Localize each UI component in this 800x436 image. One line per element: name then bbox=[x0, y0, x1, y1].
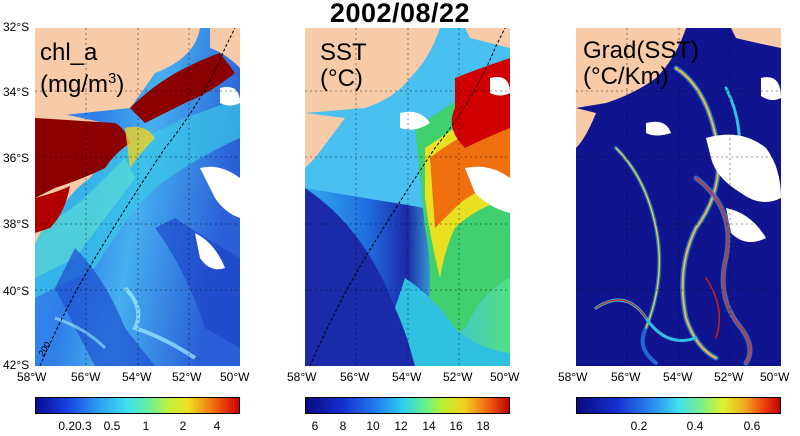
chl-unit-close: ) bbox=[116, 71, 125, 98]
p3-lon-56: 56°W bbox=[611, 370, 641, 384]
lat-tick-32: 32°S bbox=[3, 20, 30, 34]
p1-lon-52: 52°W bbox=[172, 370, 202, 384]
lat-tick-34: 34°S bbox=[3, 85, 30, 99]
grad-label-line2: (°C/Km) bbox=[583, 63, 669, 90]
grad-cb-tick-04: 0.4 bbox=[686, 419, 704, 433]
p1-lon-58: 58°W bbox=[17, 370, 47, 384]
lat-tick-42: 42°S bbox=[3, 358, 30, 372]
p2-lon-56: 56°W bbox=[340, 370, 370, 384]
p2-lon-58: 58°W bbox=[287, 370, 317, 384]
lat-tick-38: 38°S bbox=[3, 217, 30, 231]
sst-cb-tick-16: 16 bbox=[449, 419, 463, 433]
p3-lon-50: 50°W bbox=[760, 370, 790, 384]
chl-label: chl_a (mg/m3) bbox=[40, 40, 124, 98]
sst-cb-tick-14: 14 bbox=[422, 419, 436, 433]
sst-cb-tick-12: 12 bbox=[394, 419, 408, 433]
chl-label-line1: chl_a bbox=[40, 39, 98, 66]
chl-cb-tick-1: 0.20.3 bbox=[58, 419, 92, 433]
chl-cb-tick-4: 2 bbox=[179, 419, 187, 433]
grad-map: Grad(SST) (°C/Km) bbox=[576, 28, 781, 366]
chl-cb-tick-2: 0.5 bbox=[103, 419, 121, 433]
chl-unit-exp: 3 bbox=[108, 70, 117, 87]
p1-lon-54: 54°W bbox=[122, 370, 152, 384]
grad-map-image bbox=[576, 28, 781, 366]
p3-lon-58: 58°W bbox=[558, 370, 588, 384]
p3-lon-54: 54°W bbox=[663, 370, 693, 384]
chl-map: chl_a (mg/m3) 200 bbox=[35, 28, 240, 366]
grad-cb-tick-06: 0.6 bbox=[743, 419, 761, 433]
chl-cb-tick-5: 4 bbox=[213, 419, 221, 433]
chl-label-line2: (mg/m3) bbox=[40, 66, 124, 98]
sst-label: SST (°C) bbox=[320, 40, 367, 92]
p2-lon-50: 50°W bbox=[490, 370, 520, 384]
p2-lon-54: 54°W bbox=[392, 370, 422, 384]
sst-colorbar bbox=[305, 397, 510, 414]
sst-cb-tick-8: 8 bbox=[339, 419, 347, 433]
p1-lon-56: 56°W bbox=[71, 370, 101, 384]
chl-unit-base: (mg/m bbox=[40, 71, 108, 98]
sst-label-line1: SST bbox=[320, 39, 367, 66]
sst-map-image bbox=[305, 28, 510, 366]
chl-cb-tick-3: 1 bbox=[142, 419, 150, 433]
sst-map: SST (°C) bbox=[305, 28, 510, 366]
p1-lon-50: 50°W bbox=[220, 370, 250, 384]
grad-label: Grad(SST) (°C/Km) bbox=[583, 38, 699, 90]
sst-label-line2: (°C) bbox=[320, 65, 363, 92]
chl-map-image bbox=[35, 28, 240, 366]
sst-cb-tick-6: 6 bbox=[311, 419, 319, 433]
sst-cb-tick-18: 18 bbox=[476, 419, 490, 433]
p2-lon-52: 52°W bbox=[443, 370, 473, 384]
p3-lon-52: 52°W bbox=[714, 370, 744, 384]
grad-colorbar bbox=[576, 397, 781, 414]
chl-colorbar bbox=[35, 397, 240, 414]
grad-label-line1: Grad(SST) bbox=[583, 37, 700, 64]
lat-tick-40: 40°S bbox=[3, 284, 30, 298]
lat-tick-36: 36°S bbox=[3, 151, 30, 165]
figure-title: 2002/08/22 bbox=[329, 0, 471, 28]
grad-cb-tick-02: 0.2 bbox=[630, 419, 648, 433]
sst-cb-tick-10: 10 bbox=[366, 419, 380, 433]
